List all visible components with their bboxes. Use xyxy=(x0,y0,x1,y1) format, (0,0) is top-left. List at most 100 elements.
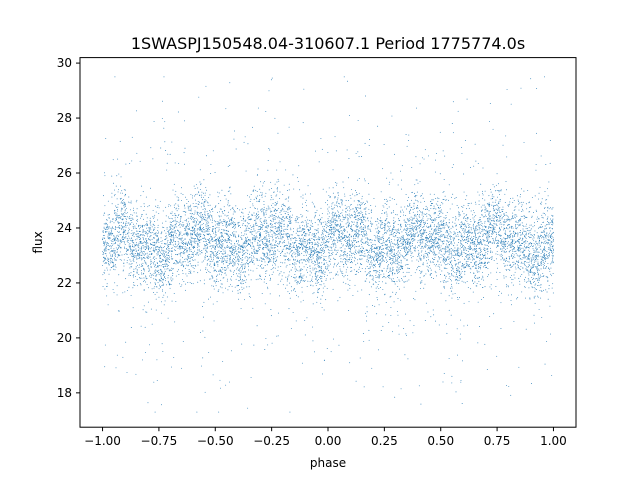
data-point xyxy=(536,242,538,244)
data-point xyxy=(371,248,373,250)
data-point xyxy=(135,239,137,241)
data-point xyxy=(333,234,335,236)
data-point xyxy=(461,153,463,154)
data-point xyxy=(372,276,374,278)
data-point xyxy=(431,216,432,218)
data-point xyxy=(511,241,513,243)
data-point xyxy=(224,269,226,271)
data-point xyxy=(150,266,152,268)
data-point xyxy=(498,210,500,212)
data-point xyxy=(290,239,292,241)
data-point xyxy=(122,192,124,194)
data-point xyxy=(402,271,404,273)
data-point xyxy=(442,258,444,260)
data-point xyxy=(391,331,393,333)
data-point xyxy=(386,201,388,203)
data-point xyxy=(242,257,243,258)
data-point xyxy=(178,162,180,164)
data-point xyxy=(380,247,382,249)
data-point xyxy=(259,219,261,221)
data-point xyxy=(478,221,480,223)
data-point xyxy=(336,184,337,186)
data-point xyxy=(104,253,106,255)
data-point xyxy=(495,253,497,255)
data-point xyxy=(130,200,132,202)
data-point xyxy=(257,264,259,266)
data-point xyxy=(301,362,303,364)
data-point xyxy=(378,251,380,253)
data-point xyxy=(346,226,347,228)
data-point xyxy=(136,238,138,240)
data-point xyxy=(143,203,145,205)
data-point xyxy=(368,183,369,184)
data-point xyxy=(552,244,554,246)
data-point xyxy=(259,240,261,242)
data-point xyxy=(394,283,396,285)
data-point xyxy=(533,212,534,213)
data-point xyxy=(203,248,205,250)
data-point xyxy=(189,253,191,255)
data-point xyxy=(336,225,338,227)
data-point xyxy=(456,273,457,275)
data-point xyxy=(424,244,426,246)
data-point xyxy=(242,244,244,246)
data-point xyxy=(342,264,344,266)
data-point xyxy=(533,251,535,253)
data-point xyxy=(278,222,280,224)
data-point xyxy=(315,214,316,216)
data-point xyxy=(274,215,276,217)
data-point xyxy=(531,383,533,384)
data-point xyxy=(135,228,137,229)
data-point xyxy=(205,155,207,157)
data-point xyxy=(464,239,465,240)
data-point xyxy=(392,230,394,232)
data-point xyxy=(466,249,468,251)
data-point xyxy=(540,264,542,266)
data-point xyxy=(285,228,287,230)
data-point xyxy=(545,237,547,239)
data-point xyxy=(278,237,280,239)
data-point xyxy=(320,137,322,139)
data-point xyxy=(489,241,491,243)
data-point xyxy=(301,207,303,208)
data-point xyxy=(461,206,463,208)
data-point xyxy=(491,251,493,253)
data-point xyxy=(315,278,316,280)
data-point xyxy=(132,251,133,252)
data-point xyxy=(259,278,261,280)
data-point xyxy=(522,230,524,232)
data-point xyxy=(537,269,539,271)
data-point xyxy=(452,226,454,228)
data-point xyxy=(103,271,105,273)
data-point xyxy=(190,230,192,231)
data-point xyxy=(549,240,551,242)
data-point xyxy=(117,215,119,217)
data-point xyxy=(184,229,186,231)
data-point xyxy=(205,244,207,246)
data-point xyxy=(352,230,354,232)
data-point xyxy=(132,246,134,248)
data-point xyxy=(443,243,445,245)
data-point xyxy=(402,235,404,237)
data-point xyxy=(468,238,470,239)
data-point xyxy=(289,251,291,253)
data-point xyxy=(122,199,123,201)
data-point xyxy=(525,242,527,244)
data-point xyxy=(184,249,186,251)
data-point xyxy=(360,218,362,220)
data-point xyxy=(520,201,522,203)
data-point xyxy=(201,202,203,204)
data-point xyxy=(173,219,175,221)
data-point xyxy=(239,278,241,280)
data-point xyxy=(532,234,534,236)
data-point xyxy=(519,268,521,270)
data-point xyxy=(455,216,457,218)
data-point xyxy=(426,265,428,267)
data-point xyxy=(378,277,380,279)
data-point xyxy=(530,262,532,264)
data-point xyxy=(450,267,452,268)
data-point xyxy=(109,246,111,247)
data-point xyxy=(453,233,454,235)
data-point xyxy=(278,243,280,245)
data-point xyxy=(251,232,253,234)
